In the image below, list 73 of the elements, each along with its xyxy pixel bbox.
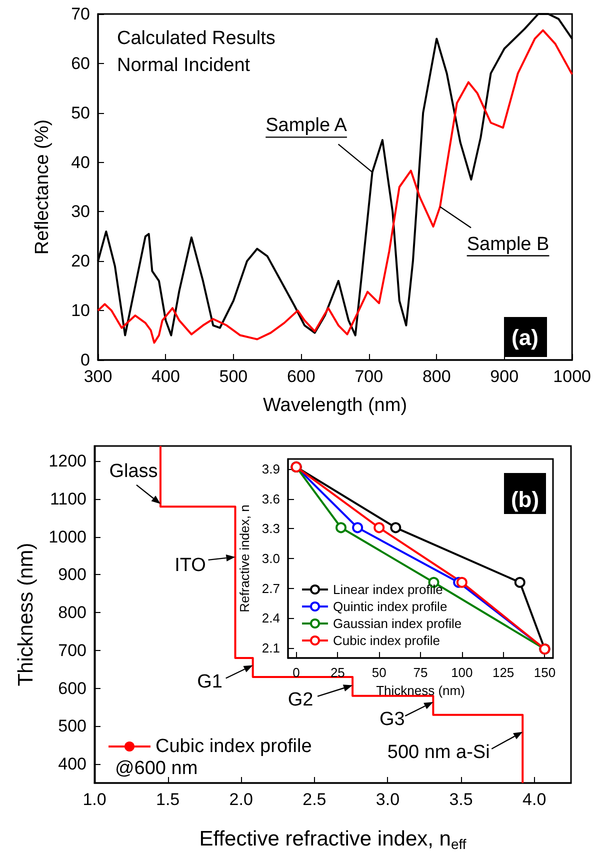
- y-tick-label: 1100: [50, 490, 86, 509]
- y-tick-label: 2.7: [262, 580, 280, 596]
- annotation: Normal Incident: [117, 55, 251, 76]
- x-tick-label: 2.5: [302, 790, 326, 809]
- annotation: Sample B: [466, 234, 550, 255]
- point: [374, 522, 385, 534]
- y-tick-label: 70: [71, 4, 90, 24]
- y-tick-label: 500: [58, 716, 86, 736]
- x-tick-label: 1000: [553, 367, 592, 386]
- x-tick-label: 3.5: [449, 790, 473, 809]
- point: [514, 576, 526, 588]
- legend-label: Quintic index profile: [333, 599, 448, 614]
- x-tick-label: 75: [413, 665, 428, 680]
- x-tick-label: 2.0: [229, 790, 253, 809]
- y-tick-label: 1000: [48, 527, 86, 546]
- legend-label: Cubic index profile: [333, 633, 440, 648]
- y-tick-label: 600: [58, 678, 86, 698]
- y-tick-label: 3.9: [262, 461, 280, 476]
- y-tick-label: 0: [80, 350, 90, 370]
- y-tick-label: 400: [58, 754, 86, 774]
- x-tick-label: 50: [372, 665, 386, 680]
- x-tick-label: 150: [534, 665, 556, 680]
- y-tick-label: 2.4: [262, 610, 280, 626]
- y-axis-title: Refractive index, n: [237, 504, 252, 612]
- y-tick-label: 50: [71, 103, 90, 122]
- x-tick-label: 400: [152, 367, 180, 386]
- annotation: G1: [197, 671, 223, 692]
- x-tick-label: 1.0: [82, 790, 106, 809]
- x-axis-title: Wavelength (nm): [263, 395, 408, 416]
- point: [390, 522, 402, 534]
- x-tick-label: 125: [492, 665, 514, 680]
- y-tick-label: 900: [58, 565, 86, 584]
- y-tick-label: 3.3: [262, 521, 280, 536]
- point: [456, 576, 468, 588]
- annotation: G2: [288, 689, 314, 710]
- annotation: ITO: [174, 554, 206, 576]
- y-tick-label: 60: [71, 54, 90, 73]
- y-tick-label: 3.0: [262, 551, 280, 566]
- y-tick-label: 800: [58, 603, 86, 622]
- annotation: G3: [380, 708, 405, 730]
- x-tick-label: 600: [286, 367, 316, 386]
- x-tick-label: 100: [451, 665, 473, 680]
- point: [336, 522, 346, 534]
- x-tick-label: 800: [422, 367, 451, 386]
- x-tick-label: 3.0: [376, 790, 400, 809]
- y-tick-label: 1200: [48, 452, 86, 471]
- y-tick-label: 3.6: [262, 491, 280, 506]
- x-axis-title: Thickness (nm): [376, 682, 465, 698]
- x-tick-label: 700: [354, 367, 384, 386]
- y-axis-title: Reflectance (%): [32, 119, 53, 255]
- y-tick-label: 700: [58, 640, 86, 660]
- y-tick-label: 30: [71, 202, 90, 222]
- x-tick-label: 300: [84, 367, 112, 386]
- x-tick-label: 500: [219, 367, 248, 386]
- point: [352, 522, 364, 534]
- legend-label: Linear index profile: [333, 582, 443, 597]
- annotation: Sample A: [266, 115, 348, 136]
- y-tick-label: 10: [71, 301, 90, 320]
- y-tick-label: 20: [71, 252, 90, 271]
- x-tick-label: 1.5: [156, 790, 180, 809]
- annotation: Glass: [109, 460, 158, 482]
- annotation: 500 nm a-Si: [387, 742, 490, 763]
- y-axis-title: Thickness (nm): [14, 542, 38, 686]
- annotation: (b): [510, 486, 540, 512]
- x-tick-label: 4.0: [522, 790, 546, 809]
- annotation: Calculated Results: [117, 28, 276, 50]
- y-tick-label: 2.1: [262, 640, 280, 656]
- legend-label: Gaussian index profile: [333, 616, 462, 631]
- annotation: (a): [512, 324, 538, 350]
- x-tick-label: 900: [490, 367, 519, 386]
- y-tick-label: 40: [71, 152, 90, 172]
- annotation: @600 nm: [115, 758, 198, 780]
- legend-label: Cubic index profile: [156, 736, 312, 757]
